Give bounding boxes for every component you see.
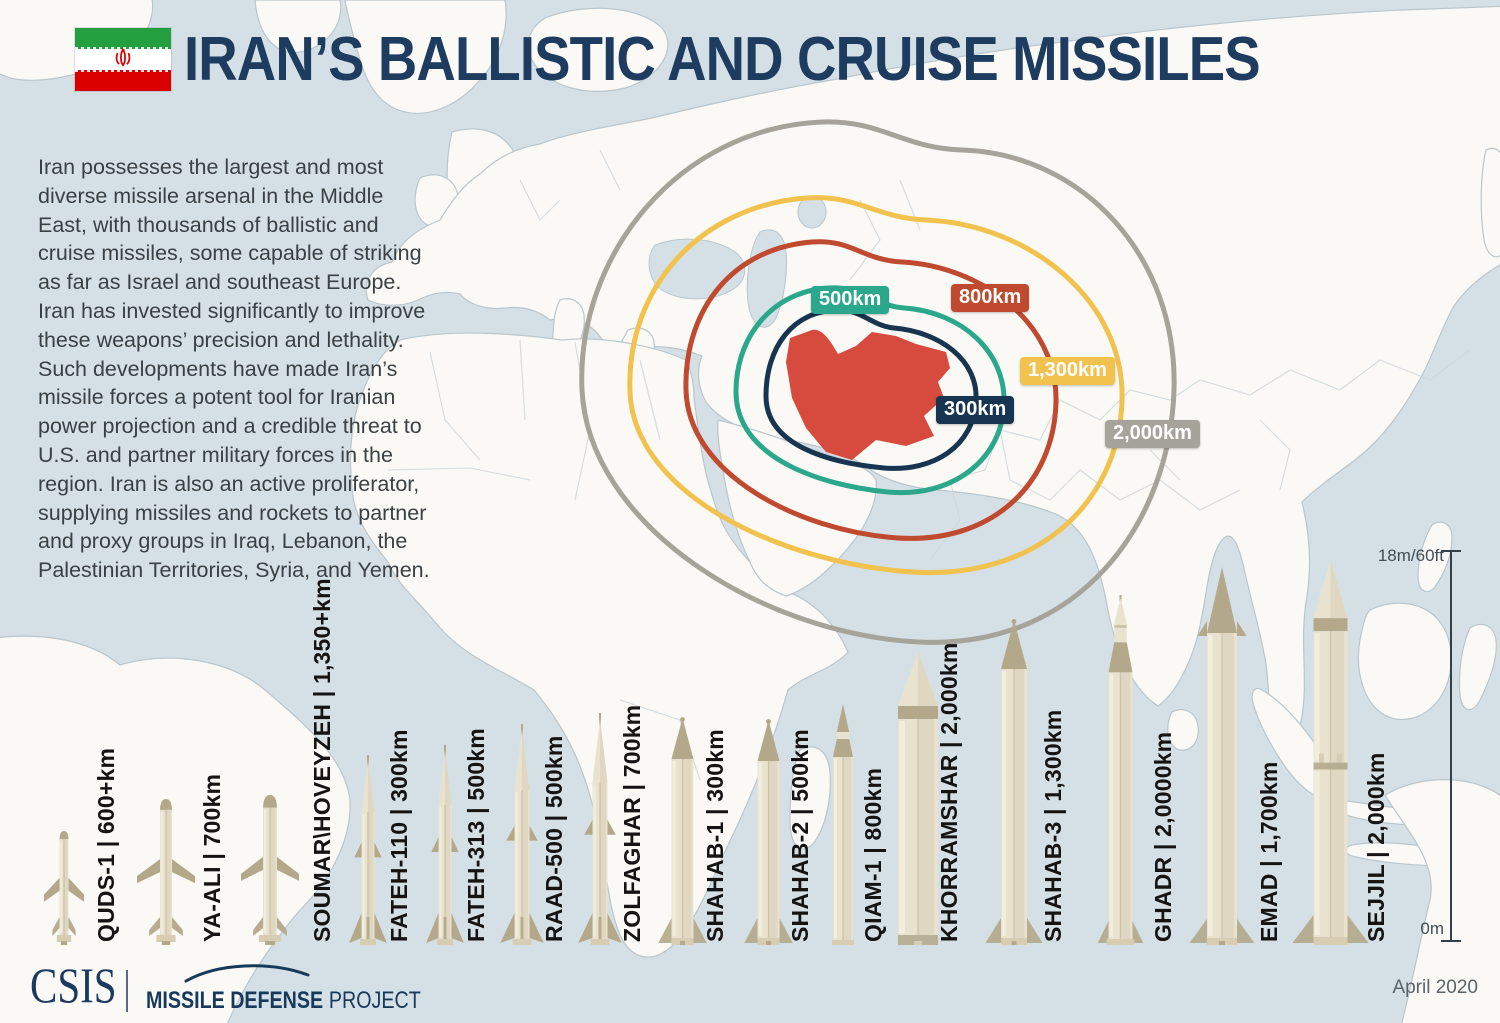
missile-label: YA-ALI | 700km bbox=[199, 773, 225, 942]
page-title: IRAN’S BALLISTIC AND CRUISE MISSILES bbox=[184, 24, 1261, 94]
missile-label: SEJJIL | 2,000km bbox=[1363, 752, 1389, 942]
land-philippines bbox=[1417, 521, 1453, 593]
iran-emblem-icon bbox=[112, 46, 134, 73]
range-badge-800km: 800km bbox=[951, 284, 1030, 312]
missile-graphic bbox=[44, 831, 84, 945]
range-ring-500 bbox=[733, 285, 1007, 496]
country-borders bbox=[387, 149, 1471, 781]
land-japan-edge bbox=[1480, 147, 1500, 258]
land-madagascar bbox=[789, 746, 831, 850]
missile-graphic bbox=[349, 755, 387, 945]
publication-date: April 2020 bbox=[1392, 977, 1478, 998]
csis-logo: CSIS bbox=[30, 957, 117, 1013]
missile-graphic bbox=[578, 713, 622, 945]
iran-flag-icon bbox=[75, 28, 171, 91]
land-borneo bbox=[1357, 602, 1452, 721]
scale-bottom-label: 0m bbox=[1420, 919, 1444, 938]
missile-graphic bbox=[426, 745, 464, 945]
missile-label: QUDS-1 | 600+km bbox=[93, 747, 119, 942]
project-name-strong: MISSILE DEFENSE bbox=[146, 987, 324, 1014]
caspian-sea bbox=[746, 229, 787, 328]
missile-label: KHORRAMSHAR | 2,000km bbox=[936, 642, 962, 942]
missile-label: RAAD-500 | 500km bbox=[541, 735, 567, 942]
land-arctic-island bbox=[254, 0, 342, 54]
land-scandinavia bbox=[344, 0, 507, 114]
range-badge-1300km: 1,300km bbox=[1020, 357, 1115, 385]
missile-graphic bbox=[241, 795, 299, 945]
missile-graphic bbox=[1189, 567, 1255, 945]
missile-label: FATEH-313 | 500km bbox=[463, 728, 489, 942]
range-badge-500km: 500km bbox=[811, 286, 890, 314]
scale-top-cap bbox=[1441, 550, 1461, 552]
project-logo: MISSILE DEFENSE PROJECT bbox=[146, 987, 421, 1015]
scale-bottom-cap bbox=[1441, 940, 1461, 942]
land-sulawesi bbox=[1458, 623, 1497, 711]
scale-axis-line bbox=[1450, 551, 1452, 941]
mdp-swoosh-icon bbox=[184, 964, 310, 983]
land-iceland bbox=[527, 7, 669, 92]
land-africa bbox=[349, 332, 849, 958]
missile-graphic bbox=[657, 717, 707, 945]
missile-label: SHAHAB-1 | 300km bbox=[702, 729, 728, 942]
missile-graphic bbox=[743, 719, 793, 945]
land-arabia bbox=[717, 419, 877, 597]
missile-label: GHADR | 2,0000km bbox=[1150, 731, 1176, 942]
range-ring-800 bbox=[683, 239, 1059, 541]
range-badge-300km: 300km bbox=[936, 396, 1015, 424]
intro-paragraph: Iran possesses the largest and most dive… bbox=[38, 155, 430, 583]
missile-label: SHAHAB-2 | 500km bbox=[787, 729, 813, 942]
range-ring-2000 bbox=[579, 119, 1177, 645]
land-srilanka bbox=[1167, 709, 1199, 751]
missile-label: ZOLFAGHAR | 700km bbox=[619, 704, 645, 942]
missile-label: SOUMAR\HOVEYZEH | 1,350+km bbox=[309, 578, 335, 942]
header: IRAN’S BALLISTIC AND CRUISE MISSILES bbox=[75, 28, 1406, 91]
missile-label: SHAHAB-3 | 1,300km bbox=[1040, 709, 1066, 942]
footer-divider bbox=[126, 970, 128, 1012]
project-name-light: PROJECT bbox=[328, 987, 421, 1014]
missile-graphic bbox=[500, 724, 544, 945]
missile-graphic bbox=[985, 619, 1043, 945]
missile-graphic bbox=[137, 799, 195, 945]
missile-label: FATEH-110 | 300km bbox=[386, 729, 412, 942]
missile-graphic bbox=[832, 704, 854, 945]
country-iran bbox=[786, 329, 950, 460]
missile-graphic bbox=[1291, 560, 1369, 945]
missile-graphic bbox=[898, 652, 938, 945]
range-badge-2000km: 2,000km bbox=[1105, 420, 1200, 448]
range-ring-1300 bbox=[627, 195, 1125, 576]
scale-top-label: 18m/60ft bbox=[1377, 546, 1444, 565]
missile-graphic bbox=[1097, 595, 1143, 945]
